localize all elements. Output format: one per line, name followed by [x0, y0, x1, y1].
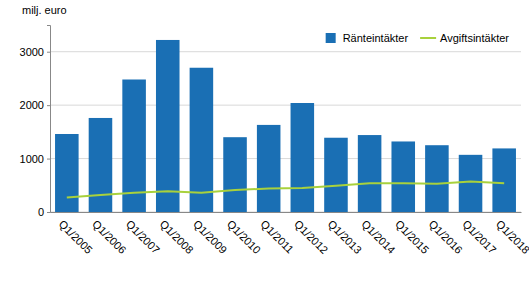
y-tick-label: 1000	[20, 153, 44, 165]
y-tick: 3000	[20, 46, 50, 58]
x-tick: Q1/2016	[427, 212, 465, 256]
y-tick-mark	[47, 52, 50, 53]
y-tick: 0	[38, 206, 50, 218]
bar	[55, 134, 79, 212]
chart: 0100020003000Q1/2005Q1/2006Q1/2007Q1/200…	[0, 0, 529, 302]
x-tick-label: Q1/2016	[427, 218, 465, 256]
x-tick-label: Q1/2015	[393, 218, 431, 256]
bar	[156, 40, 180, 212]
y-tick-label: 2000	[20, 99, 44, 111]
bar	[459, 155, 483, 212]
x-tick: Q1/2007	[124, 212, 162, 256]
x-tick-label: Q1/2006	[90, 218, 128, 256]
y-axis-label: milj. euro	[22, 4, 67, 16]
x-tick-label: Q1/2008	[157, 218, 195, 256]
grid-line	[50, 158, 521, 159]
x-tick-label: Q1/2017	[460, 218, 498, 256]
bar	[190, 68, 214, 212]
x-tick-label: Q1/2012	[292, 218, 330, 256]
legend-swatch	[326, 33, 336, 43]
x-tick: Q1/2018	[494, 212, 529, 256]
x-axis: Q1/2005Q1/2006Q1/2007Q1/2008Q1/2009Q1/20…	[51, 212, 529, 256]
bar	[324, 138, 348, 212]
x-tick: Q1/2013	[326, 212, 364, 256]
x-tick: Q1/2008	[157, 212, 195, 256]
legend-item: Avgiftsintäkter	[420, 32, 509, 44]
x-tick-label: Q1/2011	[258, 218, 296, 256]
x-tick: Q1/2011	[258, 212, 296, 256]
x-tick-label: Q1/2018	[494, 218, 529, 256]
bar	[89, 118, 113, 212]
x-tick: Q1/2015	[393, 212, 431, 256]
x-tick: Q1/2012	[292, 212, 330, 256]
bar	[391, 141, 415, 212]
y-axis: 0 1000 2000 3000	[20, 26, 51, 219]
y-tick-mark	[47, 159, 50, 160]
grid-line	[50, 212, 521, 213]
bar	[425, 145, 449, 212]
y-tick-label: 3000	[20, 46, 44, 58]
grid-line	[50, 51, 521, 52]
legend-label: Avgiftsintäkter	[440, 32, 509, 44]
marks	[55, 40, 516, 212]
y-tick-mark	[47, 105, 50, 106]
x-tick: Q1/2014	[359, 212, 397, 256]
x-tick: Q1/2017	[460, 212, 498, 256]
y-tick: 1000	[20, 153, 50, 165]
x-tick-label: Q1/2013	[326, 218, 364, 256]
x-axis-line	[51, 212, 522, 213]
legend: Ränteintäkter Avgiftsintäkter	[326, 32, 510, 44]
x-tick-label: Q1/2009	[191, 218, 229, 256]
bar-series	[55, 40, 516, 212]
bar	[492, 148, 516, 212]
bar	[291, 103, 315, 212]
grid	[50, 52, 521, 212]
bar	[358, 135, 382, 212]
x-tick: Q1/2010	[225, 212, 263, 256]
x-tick-label: Q1/2010	[225, 218, 263, 256]
y-tick-mark	[47, 212, 50, 213]
legend-swatch	[420, 37, 436, 39]
x-tick-label: Q1/2007	[124, 218, 162, 256]
x-tick: Q1/2009	[191, 212, 229, 256]
line	[67, 182, 504, 198]
bar	[257, 125, 281, 212]
x-tick: Q1/2005	[57, 212, 95, 256]
x-tick-label: Q1/2005	[57, 218, 95, 256]
x-tick: Q1/2006	[90, 212, 128, 256]
y-tick-label: 0	[38, 206, 44, 218]
legend-label: Ränteintäkter	[343, 32, 409, 44]
y-tick: 2000	[20, 99, 50, 111]
legend-item: Ränteintäkter	[326, 32, 409, 44]
x-tick-label: Q1/2014	[359, 218, 397, 256]
grid-line	[50, 105, 521, 106]
y-axis-line	[47, 26, 51, 213]
bar	[223, 137, 247, 212]
plot: 0100020003000Q1/2005Q1/2006Q1/2007Q1/200…	[20, 26, 529, 257]
